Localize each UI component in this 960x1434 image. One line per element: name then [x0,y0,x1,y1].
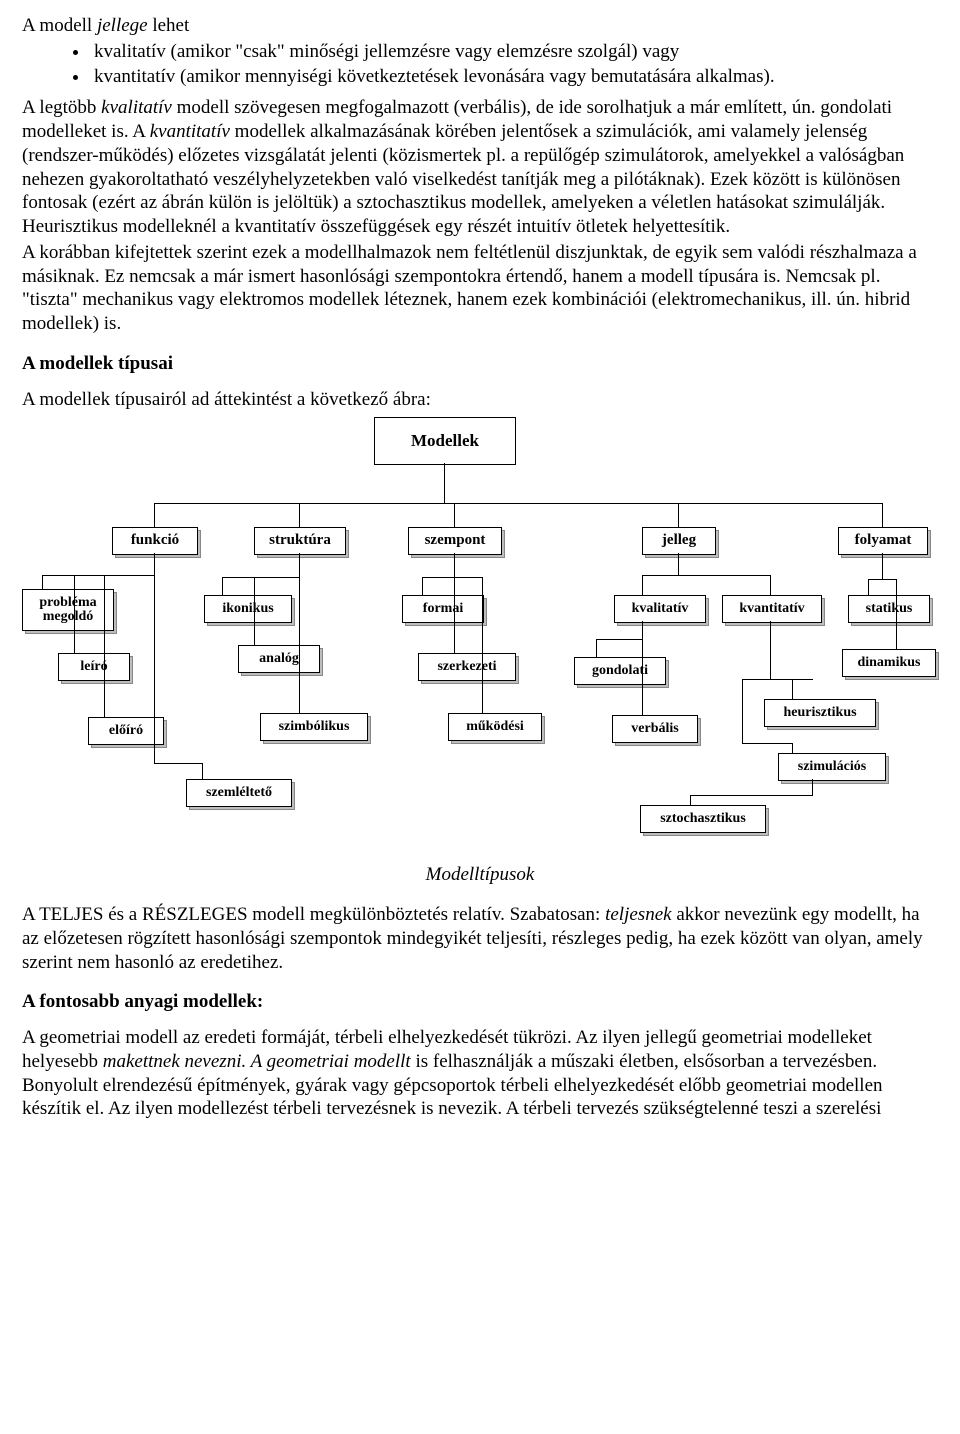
diagram-edge [42,575,43,590]
intro-bullets: kvalitatív (amikor "csak" minőségi jelle… [22,40,938,89]
diagram-node-eloiro: előíró [88,717,164,745]
diagram-edge [299,503,300,528]
diagram-caption: Modelltípusok [22,863,938,887]
diagram-edge [222,577,300,578]
diagram-node-kvantitativ: kvantitatív [722,595,822,623]
t: kvalitatív [101,97,172,118]
diagram-edge [154,575,155,764]
diagram-node-struktura: struktúra [254,527,346,555]
diagram-edge [812,779,813,796]
diagram-edge [690,795,691,806]
diagram-node-problema: probléma megoldó [22,589,114,631]
diagram-edge [742,743,793,744]
diagram-node-szimbolikus: szimbólikus [260,713,368,741]
diagram-node-szemlelteto: szemléltető [186,779,292,807]
diagram-node-funkcio: funkció [112,527,198,555]
model-types-diagram: Modellek funkció struktúra szempont jelleg fo… [22,417,938,857]
diagram-edge [868,579,869,596]
diagram-edge [868,579,897,580]
paragraph-block-3: A geometriai modell az eredeti formáját,… [22,1026,938,1121]
diagram-edge [154,503,155,528]
diagram-edge [642,639,643,716]
diagram-node-jelleg: jelleg [642,527,716,555]
paragraph-block-2: A TELJES és a RÉSZLEGES modell megkülönb… [22,903,938,974]
diagram-edge [299,553,300,578]
t: kvantitatív [150,121,230,142]
t: lehet [148,15,190,36]
heading-anyagi-modellek: A fontosabb anyagi modellek: [22,990,938,1014]
diagram-node-formai: formai [402,595,484,623]
diagram-edge [422,577,483,578]
diagram-edge [104,575,105,718]
diagram-edge [770,621,771,680]
diagram-edge [642,621,643,640]
diagram-edge [792,743,793,754]
diagram-node-dinamikus: dinamikus [842,649,936,677]
diagram-node-analog: analóg [238,645,320,673]
diagram-edge [222,577,223,596]
diagram-edge [154,763,203,764]
diagram-node-sztochaszt: sztochasztikus [640,805,766,833]
diagram-node-verbalis: verbális [612,715,698,743]
para: A legtöbb kvalitatív modell szövegesen m… [22,96,938,239]
diagram-edge [742,679,813,680]
diagram-edge [422,577,423,596]
diagram-edge [642,575,643,596]
paragraph-block: A legtöbb kvalitatív modell szövegesen m… [22,96,938,336]
bullet: kvantitatív (amikor mennyiségi következt… [90,65,938,89]
diagram-node-root: Modellek [374,417,516,465]
lead2: A modellek típusairól ad áttekintést a k… [22,388,938,412]
diagram-edge [202,763,203,780]
diagram-node-gondolati: gondolati [574,657,666,685]
diagram-edge [678,503,679,528]
diagram-edge [742,679,743,744]
t: teljesnek [605,904,671,925]
diagram-node-szerkezeti: szerkezeti [418,653,516,681]
diagram-edge [896,579,897,650]
diagram-edge [678,553,679,576]
diagram-edge [690,795,813,796]
diagram-edge [882,553,883,580]
diagram-edge [454,503,455,528]
t: jellege [97,15,148,36]
t: A TELJES és a RÉSZLEGES modell megkülönb… [22,904,605,925]
diagram-node-statikus: statikus [848,595,930,623]
diagram-node-ikonikus: ikonikus [204,595,292,623]
diagram-edge [454,553,455,578]
heading-modell-tipusai: A modellek típusai [22,352,938,376]
diagram-edge [792,679,793,700]
diagram-edge [254,577,255,646]
intro-lead: A modell jellege lehet [22,14,938,38]
t: makettnek nevezni. A geometriai modellt [103,1051,411,1072]
diagram-edge [154,503,883,504]
diagram-node-leiro: leíró [58,653,130,681]
diagram-node-szimulacios: szimulációs [778,753,886,781]
para: A korábban kifejtettek szerint ezek a mo… [22,241,938,336]
bullet: kvalitatív (amikor "csak" minőségi jelle… [90,40,938,64]
diagram-node-folyamat: folyamat [838,527,928,555]
diagram-node-mukodesi: működési [448,713,542,741]
diagram-edge [444,463,445,504]
t: A legtöbb [22,97,101,118]
diagram-edge [454,577,455,654]
para: A TELJES és a RÉSZLEGES modell megkülönb… [22,903,938,974]
diagram-node-heurisztikus: heurisztikus [764,699,876,727]
para: A geometriai modell az eredeti formáját,… [22,1026,938,1121]
diagram-edge [882,503,883,528]
diagram-edge [770,575,771,596]
diagram-edge [596,639,643,640]
diagram-node-szempont: szempont [408,527,502,555]
diagram-edge [74,575,75,654]
diagram-edge [42,575,155,576]
diagram-node-kvalitativ: kvalitatív [614,595,706,623]
diagram-edge [596,639,597,658]
t: A modell [22,15,97,36]
diagram-edge [482,577,483,714]
diagram-edge [299,577,300,714]
diagram-edge [154,553,155,576]
diagram-edge [642,575,771,576]
